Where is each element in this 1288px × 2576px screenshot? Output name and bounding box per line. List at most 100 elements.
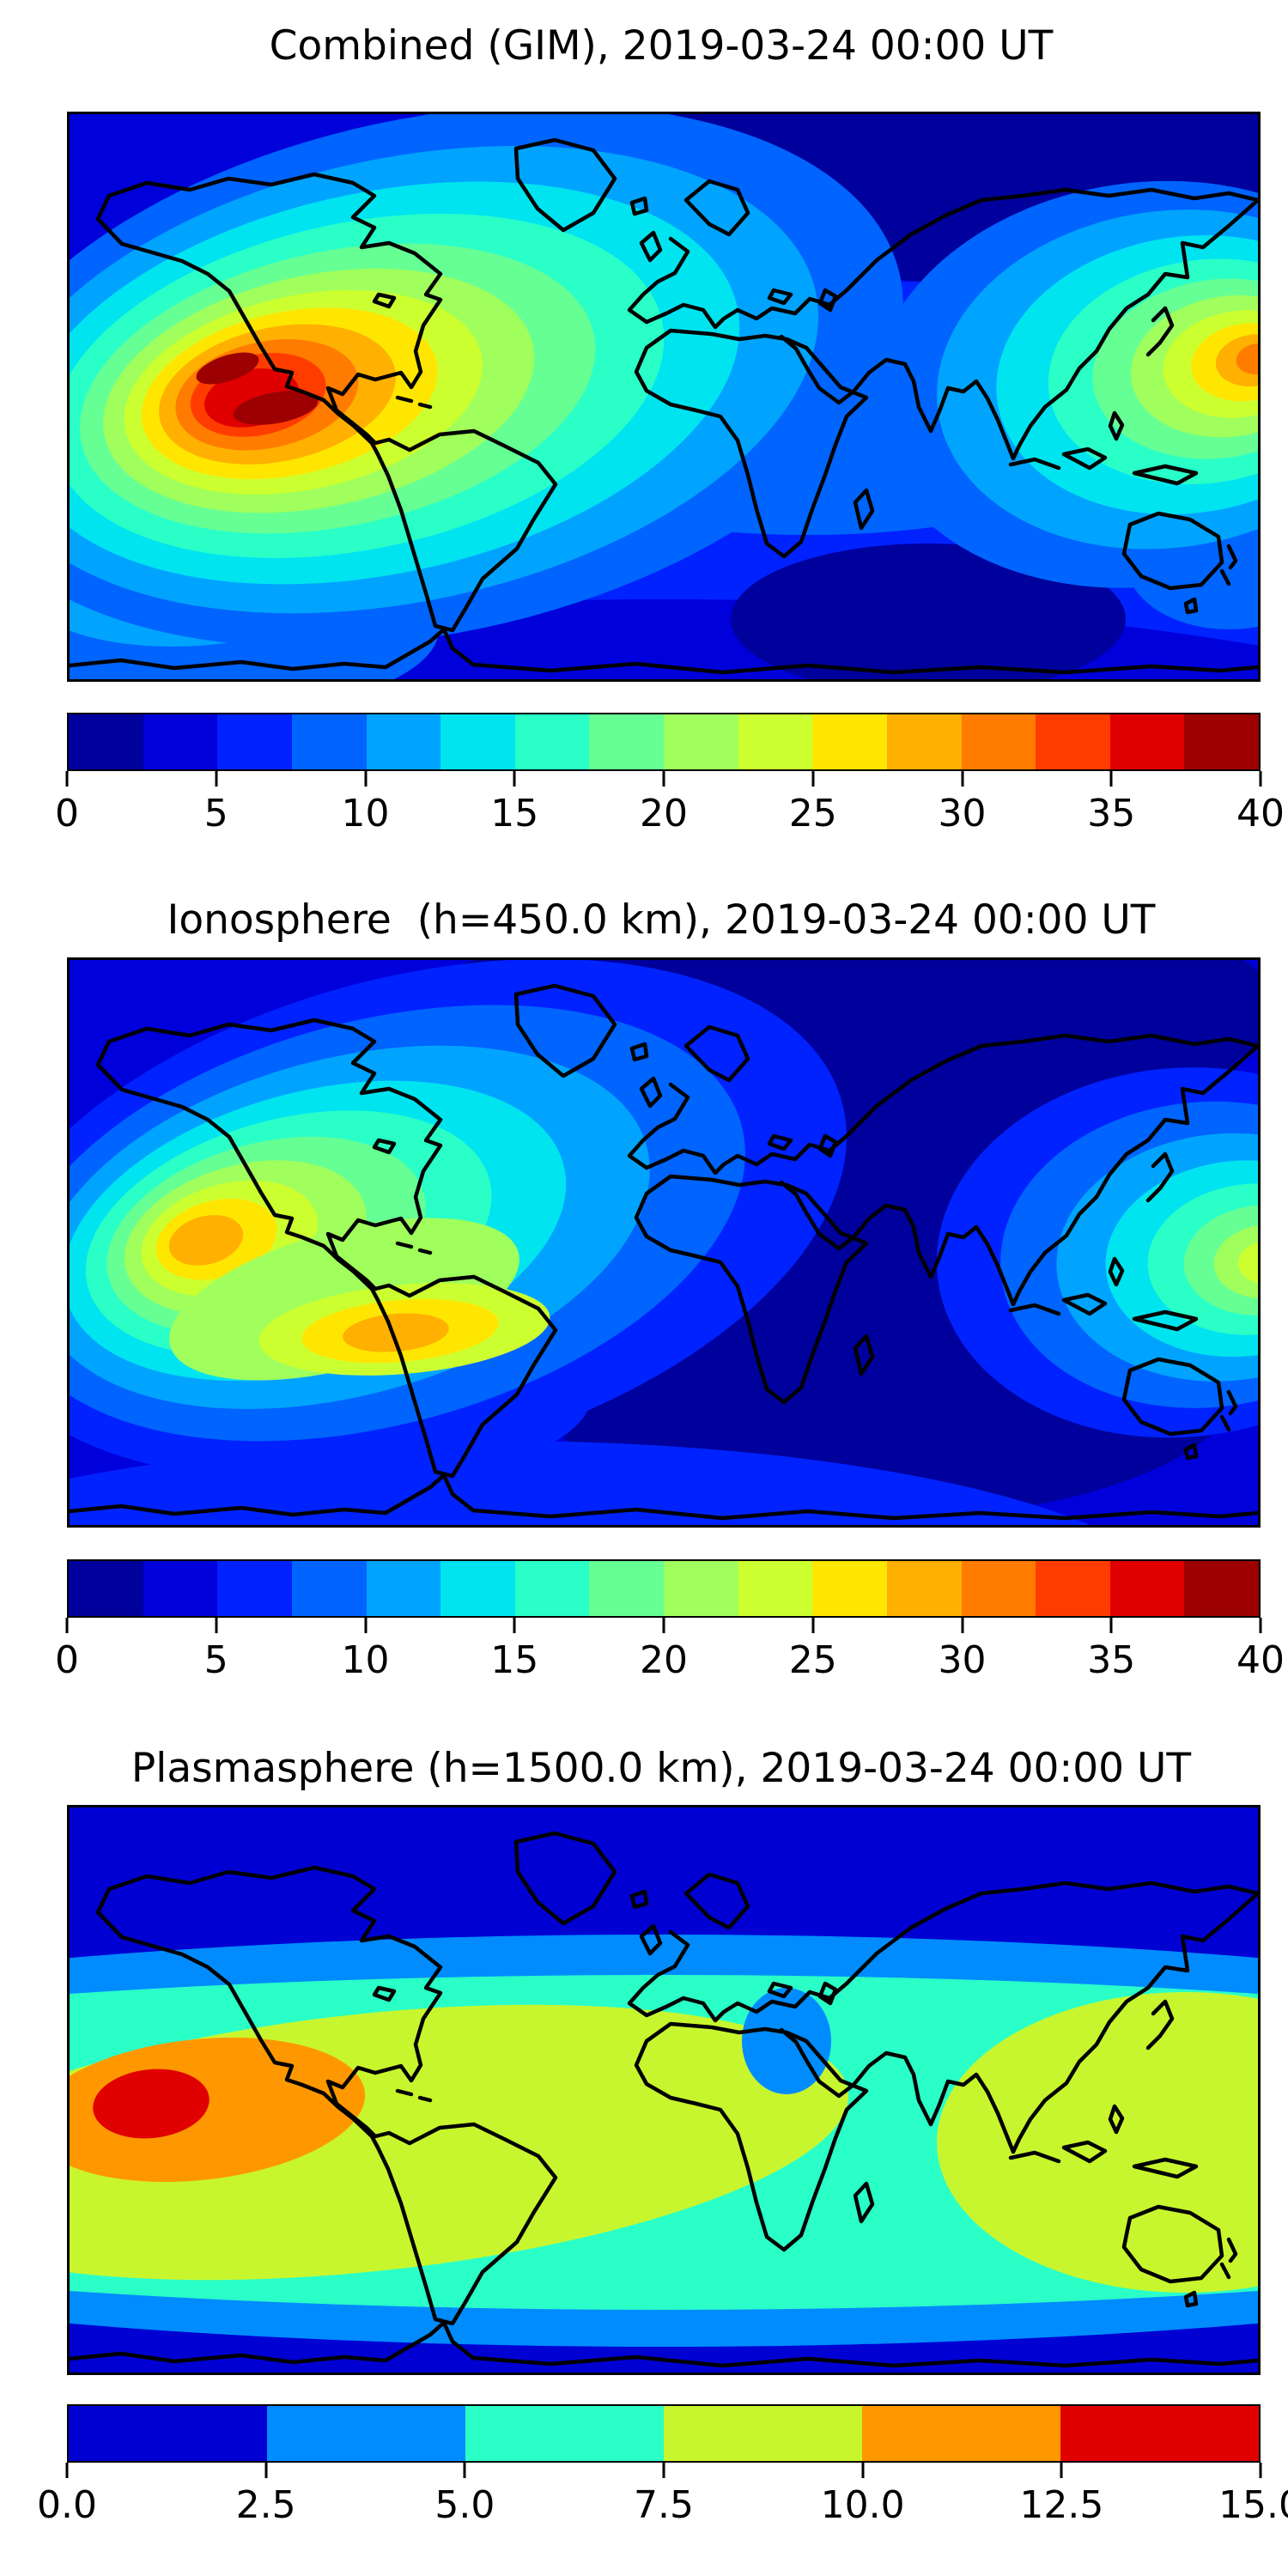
- contour-ring: [1183, 1205, 1258, 1315]
- colorbar-tick: [1259, 1618, 1262, 1633]
- colorbar-tick-label: 12.5: [1019, 2483, 1104, 2527]
- colorbar-tick: [463, 2463, 466, 2478]
- colorbar-segment: [69, 2406, 267, 2461]
- colorbar-tick: [662, 1618, 665, 1633]
- colorbar-tick-label: 10: [341, 1638, 390, 1682]
- contour-hotspot-red-core: [93, 2069, 210, 2139]
- colorbar-tick: [215, 771, 218, 787]
- colorbar-segment: [812, 1561, 887, 1616]
- colorbar-segment: [738, 1561, 813, 1616]
- colorbar-tick-label: 40: [1236, 792, 1285, 835]
- colorbar-segment: [217, 714, 292, 769]
- colorbar-segment: [366, 714, 441, 769]
- ionosphere-map-canvas: [70, 960, 1258, 1525]
- colorbar-ionosphere-ticks: [65, 1618, 1262, 1635]
- colorbar-segment: [961, 1561, 1036, 1616]
- colorbar-plasmasphere-labels: 0.0 2.5 5.0 7.5 10.0 12.5 15.0: [37, 2483, 1288, 2531]
- colorbar-tick-label: 10: [341, 792, 390, 835]
- colorbar-tick-label: 15: [490, 1638, 539, 1682]
- colorbar-tick-label: 10.0: [820, 2483, 905, 2527]
- colorbar-segment: [886, 714, 962, 769]
- colorbar-tick: [811, 1618, 815, 1633]
- colorbar-segment: [440, 1561, 515, 1616]
- colorbar-segment: [440, 714, 515, 769]
- colorbar-tick-label: 25: [788, 1638, 837, 1682]
- colorbar-tick-label: 20: [640, 792, 688, 835]
- plasmasphere-map-canvas: [70, 1807, 1258, 2372]
- colorbar-segment: [267, 2406, 465, 2461]
- colorbar-tick: [513, 1618, 516, 1633]
- colorbar-segment: [862, 2406, 1060, 2461]
- colorbar-segment: [1060, 2406, 1259, 2461]
- colorbar-tick-label: 5.0: [434, 2483, 495, 2527]
- colorbar-segment: [664, 714, 738, 769]
- colorbar-segment: [69, 714, 143, 769]
- colorbar-tick-label: 35: [1087, 792, 1136, 835]
- colorbar-segment: [589, 1561, 664, 1616]
- colorbar-segment: [514, 1561, 590, 1616]
- colorbar-tick-label: 35: [1087, 1638, 1136, 1682]
- colorbar-segment: [366, 1561, 441, 1616]
- colorbar-tick: [364, 771, 367, 787]
- colorbar-tick-label: 2.5: [235, 2483, 296, 2527]
- colorbar-tick-label: 7.5: [634, 2483, 694, 2527]
- colorbar-segment: [589, 714, 664, 769]
- colorbar-tick: [811, 771, 815, 787]
- panel-ionosphere-title: Ionosphere (h=450.0 km), 2019-03-24 00:0…: [167, 896, 1156, 944]
- colorbar-tick: [65, 1618, 69, 1633]
- colorbar-ionosphere-labels: 0 5 10 15 20 25 30 35 40: [55, 1638, 1285, 1686]
- colorbar-tick: [215, 1618, 218, 1633]
- combined-map-canvas: [70, 114, 1258, 679]
- colorbar-ionosphere: [67, 1559, 1261, 1618]
- colorbar-tick-label: 0: [55, 792, 79, 835]
- colorbar-segment: [217, 1561, 292, 1616]
- colorbar-segment: [1184, 714, 1259, 769]
- panel-plasmasphere-title: Plasmasphere (h=1500.0 km), 2019-03-24 0…: [131, 1745, 1192, 1792]
- contour-ring: [1236, 343, 1258, 375]
- colorbar-segment: [143, 714, 218, 769]
- colorbar-tick-label: 5: [204, 1638, 228, 1682]
- colorbar-segment: [812, 714, 887, 769]
- contour-ring: [1237, 1239, 1258, 1285]
- colorbar-tick: [662, 2463, 665, 2478]
- colorbar-tick: [65, 771, 69, 787]
- colorbar-segment: [69, 1561, 143, 1616]
- colorbar-tick: [1109, 1618, 1113, 1633]
- contour-hotspot-south: [169, 1218, 550, 1381]
- colorbar-tick-label: 25: [788, 792, 837, 835]
- panel-plasmasphere-map: [67, 1805, 1261, 2375]
- colorbar-tick-label: 15.0: [1218, 2483, 1288, 2527]
- colorbar-segment: [291, 714, 367, 769]
- colorbar-tick: [1060, 2463, 1063, 2478]
- contour-ring: [343, 1313, 449, 1352]
- colorbar-combined: [67, 713, 1261, 771]
- panel-combined-map: [67, 112, 1261, 682]
- colorbar-segment: [1036, 714, 1110, 769]
- colorbar-segment: [886, 1561, 962, 1616]
- contour-hotspot-west: [70, 114, 903, 647]
- colorbar-tick-label: 15: [490, 792, 539, 835]
- contour-ring: [168, 1215, 244, 1266]
- colorbar-tick-label: 5: [204, 792, 228, 835]
- colorbar-combined-ticks: [65, 771, 1262, 788]
- colorbar-segment: [291, 1561, 367, 1616]
- colorbar-plasmasphere-ticks: [65, 2463, 1262, 2480]
- colorbar-tick: [861, 2463, 865, 2478]
- colorbar-tick-label: 40: [1236, 1638, 1285, 1682]
- colorbar-tick: [961, 771, 963, 787]
- colorbar-tick: [1259, 771, 1262, 787]
- colorbar-tick-label: 30: [938, 1638, 987, 1682]
- colorbar-segment: [1109, 714, 1185, 769]
- colorbar-combined-labels: 0 5 10 15 20 25 30 35 40: [55, 792, 1285, 840]
- colorbar-tick: [65, 2463, 69, 2478]
- colorbar-tick-label: 0: [55, 1638, 79, 1682]
- colorbar-segment: [664, 1561, 738, 1616]
- panel-combined-title: Combined (GIM), 2019-03-24 00:00 UT: [269, 22, 1054, 70]
- colorbar-tick: [961, 1618, 963, 1633]
- colorbar-segment: [1184, 1561, 1259, 1616]
- colorbar-tick-label: 0.0: [37, 2483, 97, 2527]
- colorbar-tick: [264, 2463, 268, 2478]
- colorbar-segment: [465, 2406, 664, 2461]
- contour-ring: [1213, 1224, 1258, 1299]
